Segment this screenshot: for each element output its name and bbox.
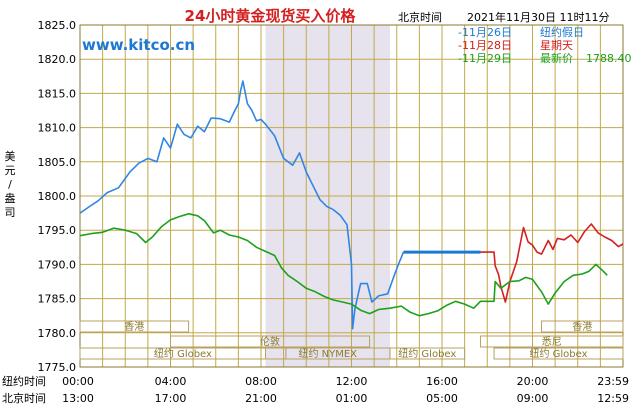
y-tick-label: 1815.0 — [38, 87, 77, 100]
legend-entry: -11月29日 — [458, 52, 512, 65]
y-axis-label-char: 盎 — [5, 191, 16, 205]
x-tick-label: 12:59 — [597, 392, 629, 405]
legend-note: 纽约假日 — [540, 25, 584, 39]
y-tick-label: 1785.0 — [38, 293, 77, 306]
y-tick-label: 1790.0 — [38, 258, 77, 271]
watermark: www.kitco.cn — [82, 36, 195, 54]
y-tick-label: 1780.0 — [38, 327, 77, 340]
x-tick-label: 08:00 — [245, 375, 277, 388]
x-tick-label: 17:00 — [155, 392, 187, 405]
x-tick-label: 13:00 — [62, 392, 94, 405]
chart-title: 24小时黄金现货买入价格 — [185, 7, 357, 25]
series-line — [480, 223, 624, 303]
y-tick-label: 1820.0 — [38, 53, 77, 66]
y-tick-label: 1800.0 — [38, 190, 77, 203]
legend-entry: -11月28日 — [458, 39, 512, 52]
y-axis-label-char: 美 — [5, 150, 16, 163]
x-tick-label: 00:00 — [62, 375, 94, 388]
y-tick-label: 1810.0 — [38, 122, 77, 135]
market-session-bar — [389, 347, 466, 360]
x-tick-label: 09:00 — [517, 392, 549, 405]
y-tick-label: 1775.0 — [38, 361, 77, 374]
x-row1-label: 纽约时间 — [2, 374, 46, 388]
series-line — [79, 213, 608, 317]
x-tick-label: 21:00 — [245, 392, 277, 405]
market-session-label: 纽约 Globex — [154, 347, 212, 360]
legend: -11月26日 纽约假日 -11月28日 星期天 -11月29日 最新价 1788.40 — [458, 25, 632, 65]
x-row2-label: 北京时间 — [2, 391, 46, 405]
market-session-label: 悉尼 — [542, 336, 562, 348]
market-session-bar — [170, 335, 371, 348]
x-tick-label: 01:00 — [336, 392, 368, 405]
market-session-bar — [479, 335, 624, 348]
y-axis-label: 美元/盎司 — [5, 150, 16, 219]
x-tick-label: 04:00 — [155, 375, 187, 388]
y-tick-label: 1825.0 — [38, 19, 77, 32]
market-session-label: 伦敦 — [260, 335, 280, 348]
plot-frame — [79, 24, 624, 368]
y-tick-label: 1805.0 — [38, 156, 77, 169]
y-axis-label-char: 司 — [5, 206, 16, 219]
legend-note: 星期天 — [540, 39, 573, 52]
market-session-bar — [493, 347, 624, 360]
market-session-bar — [541, 320, 624, 333]
x-tick-label: 16:00 — [426, 375, 458, 388]
market-session-label: 纽约 Globex — [529, 347, 587, 360]
market-session-bar — [79, 347, 287, 360]
x-tick-label: 20:00 — [517, 375, 549, 388]
series-line — [79, 80, 405, 330]
market-session-label: 纽约 NYMEX — [298, 347, 357, 360]
x-tick-label: 05:00 — [426, 392, 458, 405]
y-axis-label-char: / — [8, 178, 12, 191]
legend-entry: -11月26日 — [458, 26, 512, 39]
market-session-label: 纽约 Globex — [398, 347, 456, 360]
timezone-label: 北京时间 — [398, 10, 442, 24]
y-axis-label-char: 元 — [5, 164, 16, 177]
market-session-label: 香港 — [124, 321, 144, 333]
market-session-bar — [79, 320, 190, 333]
y-tick-label: 1795.0 — [38, 224, 77, 237]
market-session-label: 香港 — [572, 321, 592, 333]
timestamp: 2021年11月30日 11时11分 — [467, 10, 609, 24]
x-tick-label: 12:00 — [336, 375, 368, 388]
legend-note: 最新价 — [540, 51, 573, 65]
x-tick-label: 23:59 — [597, 375, 629, 388]
legend-value: 1788.40 — [586, 52, 632, 65]
